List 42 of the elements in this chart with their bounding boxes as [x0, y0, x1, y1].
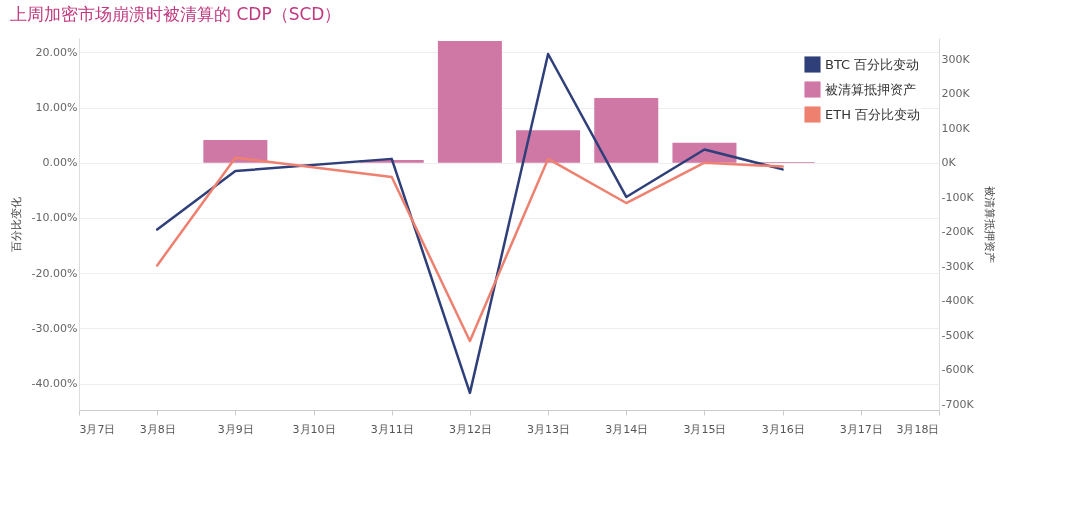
x-tick-label: 3月15日	[683, 422, 727, 436]
y2-tick-label: -500K	[941, 328, 975, 342]
line-series	[155, 52, 784, 395]
line-series	[155, 156, 784, 343]
y2-tick-label: 100K	[941, 121, 971, 135]
y2-tick-label: -400K	[941, 294, 975, 308]
y-axis-title: 百分比变化	[9, 197, 23, 252]
x-tick-label: 3月10日	[292, 422, 336, 436]
bar	[203, 139, 268, 163]
x-tick-label: 3月13日	[527, 422, 571, 436]
bar	[516, 130, 581, 163]
y-tick-label: -40.00%	[31, 377, 78, 391]
y2-tick-label: 300K	[941, 52, 971, 66]
y2-tick-label: -100K	[941, 190, 975, 204]
x-tick-label: 3月9日	[217, 422, 254, 436]
y2-axis-title: 被清算抵押资产	[982, 186, 996, 263]
y-tick-label: 20.00%	[35, 45, 78, 59]
y-tick-label: 0.00%	[42, 156, 78, 170]
x-tick-label: 3月18日	[896, 422, 940, 436]
chart-title: 上周加密市场崩溃时被清算的 CDP（SCD）	[10, 4, 342, 24]
y-tick-label: 10.00%	[35, 101, 78, 115]
y2-tick-label: -600K	[941, 363, 975, 377]
bar	[437, 41, 502, 163]
x-tick-label: 3月11日	[370, 422, 414, 436]
y2-tick-label: 200K	[941, 87, 971, 101]
y2-tick-label: -700K	[941, 397, 975, 411]
legend-label: BTC 百分比变动	[825, 56, 920, 72]
y-tick-label: -10.00%	[31, 211, 78, 225]
x-tick-label: 3月16日	[761, 422, 805, 436]
y-tick-label: -30.00%	[31, 321, 78, 335]
y2-tick-label: 0K	[941, 156, 957, 170]
x-tick-label: 3月8日	[139, 422, 176, 436]
y2-tick-label: -300K	[941, 259, 975, 273]
x-tick-label: 3月7日	[79, 422, 116, 436]
y-tick-label: -20.00%	[31, 266, 78, 280]
legend-label: ETH 百分比变动	[825, 106, 921, 122]
bar	[594, 98, 659, 163]
x-tick-label: 3月17日	[839, 422, 883, 436]
x-tick-label: 3月14日	[605, 422, 649, 436]
x-tick-label: 3月12日	[448, 422, 492, 436]
legend-label: 被清算抵押资产	[825, 81, 916, 97]
y2-tick-label: -200K	[941, 225, 975, 239]
